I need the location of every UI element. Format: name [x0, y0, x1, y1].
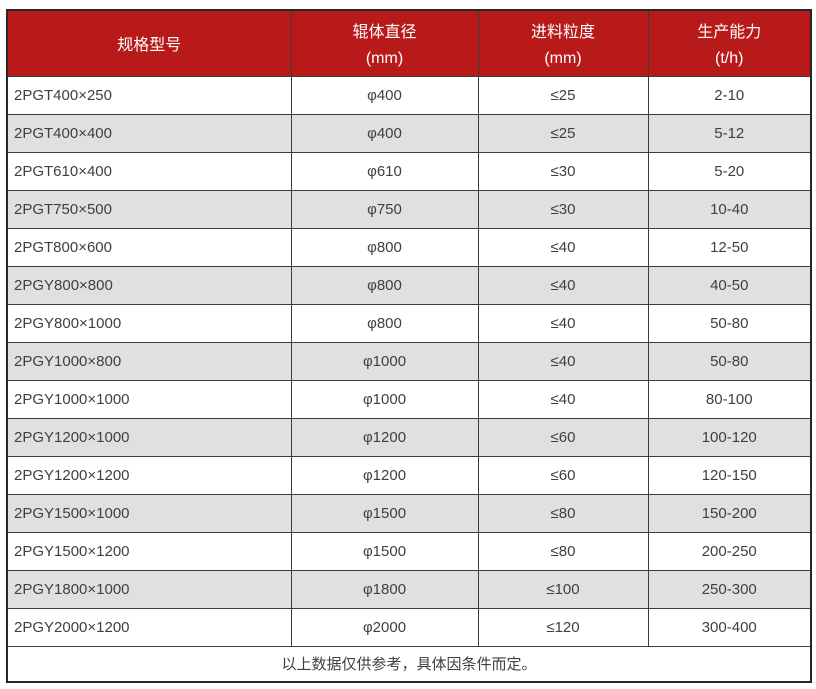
footer-row: 以上数据仅供参考，具体因条件而定。 [6, 645, 812, 683]
feed-size-cell: ≤30 [477, 151, 649, 191]
model-cell: 2PGY1200×1200 [6, 455, 292, 495]
capacity-cell: 300-400 [647, 607, 812, 647]
model-cell: 2PGY1500×1200 [6, 531, 292, 571]
capacity-cell: 50-80 [647, 303, 812, 343]
header-capacity-label: 生产能力 [697, 24, 762, 42]
feed-size-cell: ≤100 [477, 569, 649, 609]
table-row: 2PGY800×1000 φ800 ≤40 50-80 [6, 303, 812, 343]
header-model-label: 规格型号 [117, 37, 182, 55]
table-row: 2PGY1200×1200 φ1200 ≤60 120-150 [6, 455, 812, 495]
header-roller-diameter-unit: (mm) [365, 50, 404, 68]
feed-size-cell: ≤120 [477, 607, 649, 647]
roller-diameter-cell: φ800 [290, 227, 479, 267]
header-capacity: 生产能力 (t/h) [647, 9, 812, 77]
model-cell: 2PGT750×500 [6, 189, 292, 229]
header-feed-size-label: 进料粒度 [530, 24, 595, 42]
table-row: 2PGY1200×1000 φ1200 ≤60 100-120 [6, 417, 812, 457]
capacity-cell: 120-150 [647, 455, 812, 495]
table-row: 2PGY1500×1200 φ1500 ≤80 200-250 [6, 531, 812, 571]
roller-diameter-cell: φ1800 [290, 569, 479, 609]
capacity-cell: 5-20 [647, 151, 812, 191]
roller-diameter-cell: φ1200 [290, 455, 479, 495]
roller-diameter-cell: φ1200 [290, 417, 479, 457]
table-row: 2PGT400×400 φ400 ≤25 5-12 [6, 113, 812, 153]
roller-diameter-cell: φ1500 [290, 493, 479, 533]
model-cell: 2PGY2000×1200 [6, 607, 292, 647]
feed-size-cell: ≤60 [477, 417, 649, 457]
roller-diameter-cell: φ2000 [290, 607, 479, 647]
header-roller-diameter-label: 辊体直径 [352, 24, 417, 42]
model-cell: 2PGY1000×800 [6, 341, 292, 381]
capacity-cell: 80-100 [647, 379, 812, 419]
roller-diameter-cell: φ1500 [290, 531, 479, 571]
header-feed-size: 进料粒度 (mm) [477, 9, 649, 77]
table-row: 2PGY800×800 φ800 ≤40 40-50 [6, 265, 812, 305]
roller-diameter-cell: φ400 [290, 113, 479, 153]
capacity-cell: 150-200 [647, 493, 812, 533]
roller-diameter-cell: φ750 [290, 189, 479, 229]
table-row: 2PGY1800×1000 φ1800 ≤100 250-300 [6, 569, 812, 609]
roller-diameter-cell: φ1000 [290, 379, 479, 419]
feed-size-cell: ≤40 [477, 265, 649, 305]
table-row: 2PGY2000×1200 φ2000 ≤120 300-400 [6, 607, 812, 647]
roller-diameter-cell: φ1000 [290, 341, 479, 381]
header-roller-diameter: 辊体直径 (mm) [290, 9, 479, 77]
feed-size-cell: ≤60 [477, 455, 649, 495]
capacity-cell: 5-12 [647, 113, 812, 153]
model-cell: 2PGY1800×1000 [6, 569, 292, 609]
feed-size-cell: ≤40 [477, 379, 649, 419]
capacity-cell: 100-120 [647, 417, 812, 457]
spec-table-header: 规格型号 辊体直径 (mm) 进料粒度 (mm) 生产能力 (t/h) [6, 9, 812, 77]
model-cell: 2PGY1000×1000 [6, 379, 292, 419]
model-cell: 2PGT400×400 [6, 113, 292, 153]
feed-size-cell: ≤40 [477, 341, 649, 381]
model-cell: 2PGT610×400 [6, 151, 292, 191]
capacity-cell: 2-10 [647, 75, 812, 115]
model-cell: 2PGT800×600 [6, 227, 292, 267]
feed-size-cell: ≤80 [477, 493, 649, 533]
model-cell: 2PGY1200×1000 [6, 417, 292, 457]
header-capacity-unit: (t/h) [715, 50, 744, 68]
roller-diameter-cell: φ800 [290, 303, 479, 343]
roller-diameter-cell: φ400 [290, 75, 479, 115]
spec-table: 规格型号 辊体直径 (mm) 进料粒度 (mm) 生产能力 (t/h) 2PGT… [6, 9, 812, 683]
spec-table-footer: 以上数据仅供参考，具体因条件而定。 [6, 645, 812, 683]
table-row: 2PGT750×500 φ750 ≤30 10-40 [6, 189, 812, 229]
capacity-cell: 40-50 [647, 265, 812, 305]
table-row: 2PGY1500×1000 φ1500 ≤80 150-200 [6, 493, 812, 533]
header-feed-size-unit: (mm) [544, 50, 582, 68]
table-row: 2PGT610×400 φ610 ≤30 5-20 [6, 151, 812, 191]
feed-size-cell: ≤30 [477, 189, 649, 229]
roller-diameter-cell: φ610 [290, 151, 479, 191]
capacity-cell: 10-40 [647, 189, 812, 229]
capacity-cell: 200-250 [647, 531, 812, 571]
feed-size-cell: ≤40 [477, 227, 649, 267]
spec-table-body: 2PGT400×250 φ400 ≤25 2-10 2PGT400×400 φ4… [6, 75, 812, 647]
header-row: 规格型号 辊体直径 (mm) 进料粒度 (mm) 生产能力 (t/h) [6, 9, 812, 77]
capacity-cell: 12-50 [647, 227, 812, 267]
feed-size-cell: ≤80 [477, 531, 649, 571]
roller-diameter-cell: φ800 [290, 265, 479, 305]
capacity-cell: 50-80 [647, 341, 812, 381]
footer-note: 以上数据仅供参考，具体因条件而定。 [6, 645, 812, 683]
capacity-cell: 250-300 [647, 569, 812, 609]
feed-size-cell: ≤40 [477, 303, 649, 343]
feed-size-cell: ≤25 [477, 75, 649, 115]
table-row: 2PGT800×600 φ800 ≤40 12-50 [6, 227, 812, 267]
model-cell: 2PGY1500×1000 [6, 493, 292, 533]
table-row: 2PGY1000×1000 φ1000 ≤40 80-100 [6, 379, 812, 419]
table-row: 2PGT400×250 φ400 ≤25 2-10 [6, 75, 812, 115]
model-cell: 2PGT400×250 [6, 75, 292, 115]
model-cell: 2PGY800×1000 [6, 303, 292, 343]
table-row: 2PGY1000×800 φ1000 ≤40 50-80 [6, 341, 812, 381]
header-model: 规格型号 [6, 9, 292, 77]
model-cell: 2PGY800×800 [6, 265, 292, 305]
feed-size-cell: ≤25 [477, 113, 649, 153]
